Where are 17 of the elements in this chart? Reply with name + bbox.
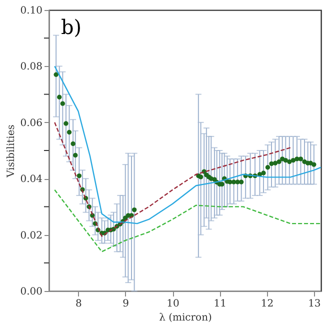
y-tick-label: 0.10	[20, 6, 42, 16]
x-tick-label: 13	[308, 298, 321, 310]
y-tick-label: 0.04	[20, 174, 42, 186]
y-tick-label: 0.00	[20, 286, 42, 298]
line-series	[54, 122, 291, 237]
x-tick-label: 12	[260, 298, 274, 310]
x-tick-label: 11	[214, 298, 227, 310]
y-tick-label: 0.02	[20, 230, 42, 242]
line-series	[54, 189, 322, 252]
y-tick-label: 0.06	[20, 118, 42, 129]
y-tick-label: 0.08	[20, 62, 42, 73]
x-tick-label: 10	[166, 298, 180, 310]
annotation: b)	[61, 15, 82, 39]
x-tick-label: 9	[122, 298, 130, 310]
x-tick-label: 8	[76, 298, 82, 310]
y-axis-title: Visibilities	[6, 124, 18, 178]
x-axis-title: λ (micron)	[159, 312, 212, 324]
